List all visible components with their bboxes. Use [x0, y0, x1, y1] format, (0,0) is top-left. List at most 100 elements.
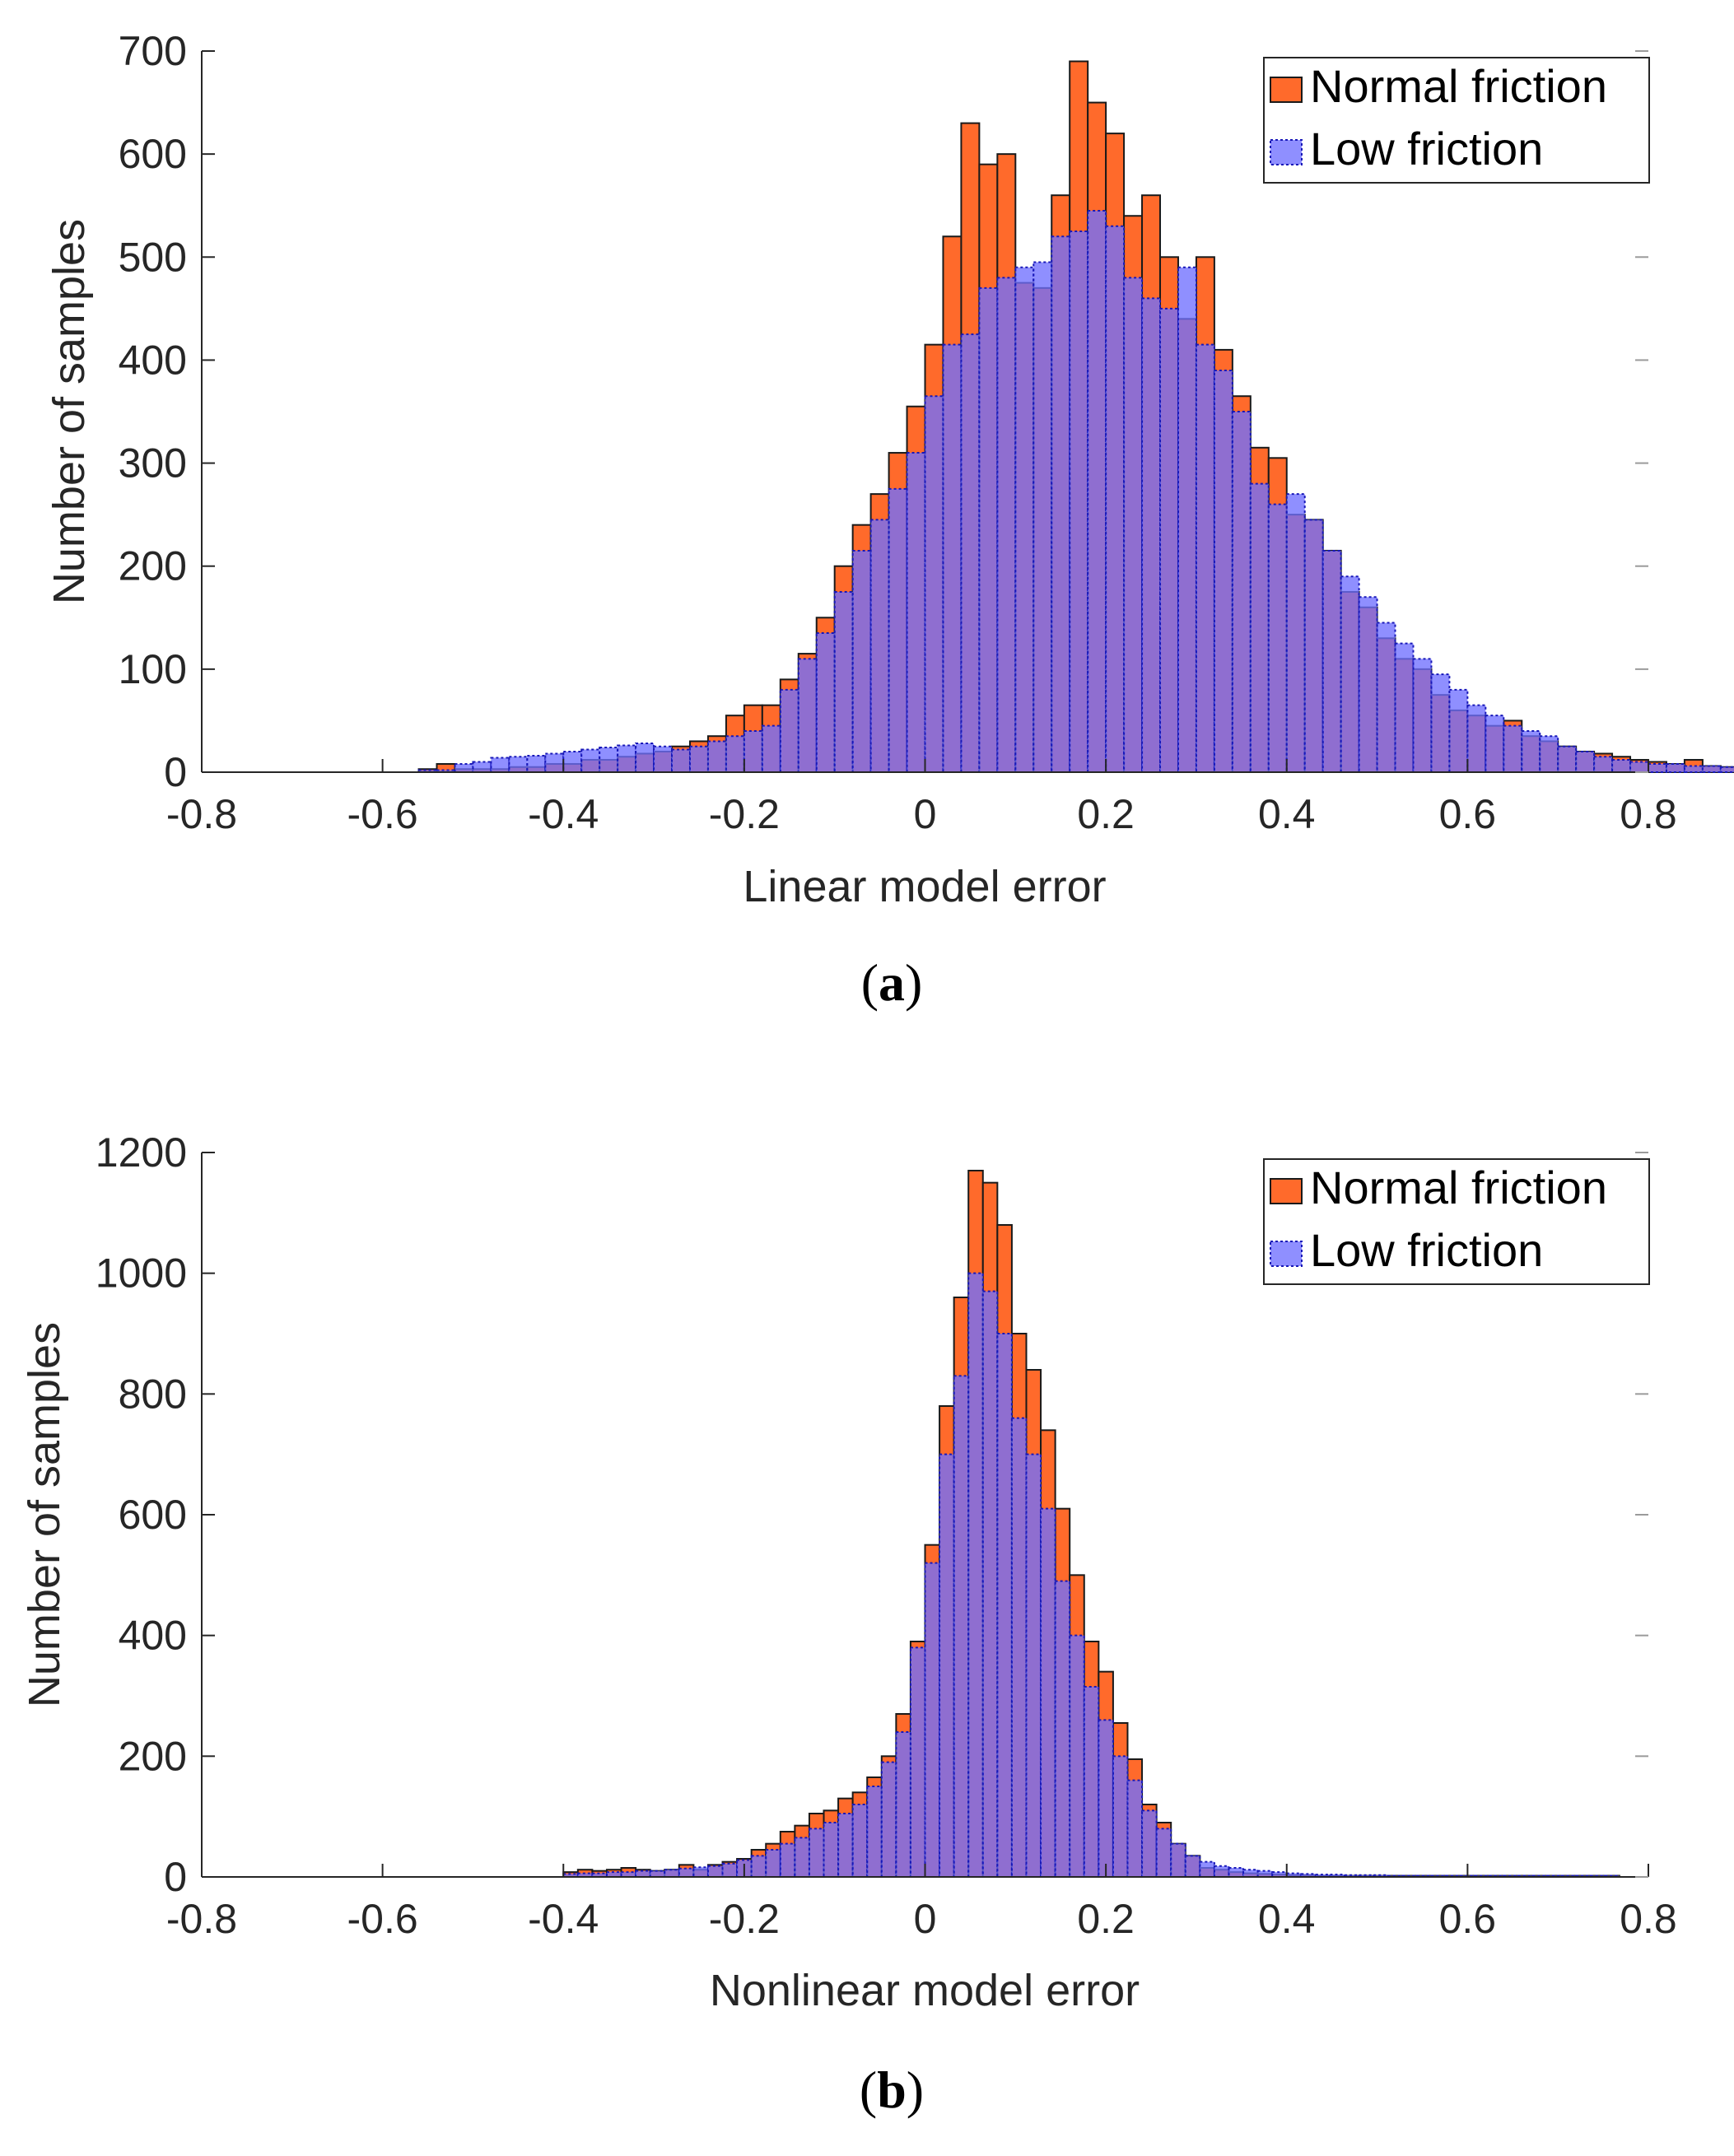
legend-box	[1263, 1158, 1650, 1285]
low-friction-bar	[617, 744, 637, 773]
caption-a: (a)	[861, 953, 923, 1012]
bars-group-b	[562, 1170, 1620, 1879]
low-friction-bar	[649, 1870, 666, 1879]
x-tick-label: -0.4	[528, 791, 599, 837]
legend-swatch-low-friction	[1270, 1241, 1303, 1267]
x-tick-label: 0.2	[1077, 1896, 1135, 1942]
x-tick-label: -0.4	[528, 1896, 599, 1942]
low-friction-bar	[1032, 261, 1053, 773]
chart-panel-b: -0.8 -0.6 -0.4 -0.2 0 0.2 0.4 0.6 0.8 0 200 400 600 8…	[20, 1129, 1677, 2119]
low-friction-bar	[869, 519, 890, 774]
low-friction-bar	[743, 729, 763, 774]
low-friction-bar	[1123, 277, 1144, 774]
low-friction-bar	[1376, 622, 1396, 773]
low-friction-bar	[1242, 1869, 1259, 1878]
low-friction-bar	[1321, 549, 1342, 773]
low-friction-bar	[1051, 235, 1071, 773]
low-friction-bar	[1213, 369, 1233, 773]
low-friction-bar	[1010, 1417, 1028, 1878]
y-tick-label: 600	[119, 1492, 187, 1538]
low-friction-bar	[653, 745, 674, 774]
low-friction-bar	[1485, 715, 1505, 774]
low-friction-bar	[1141, 1809, 1158, 1878]
low-friction-bar	[1249, 482, 1270, 773]
low-friction-bar	[906, 452, 926, 773]
low-friction-bar	[1539, 735, 1559, 774]
low-friction-bar	[909, 1646, 926, 1879]
low-friction-bar	[837, 1813, 854, 1878]
low-friction-bar	[678, 1867, 695, 1879]
low-friction-bar	[1611, 758, 1632, 773]
x-tick-label: -0.2	[709, 1896, 780, 1942]
low-friction-bar	[1719, 766, 1734, 774]
x-tick-label: -0.2	[709, 791, 780, 837]
low-friction-bar	[1503, 724, 1523, 774]
y-tick-label: 800	[119, 1371, 187, 1417]
low-friction-bar	[978, 286, 999, 774]
low-friction-bar	[851, 549, 872, 773]
low-friction-bar	[562, 750, 583, 774]
low-friction-bar	[417, 769, 438, 773]
x-tick-label: 0.2	[1077, 791, 1135, 837]
low-friction-bar	[750, 1855, 767, 1878]
y-tick-label: 0	[164, 1854, 187, 1900]
y-tick-label: 1200	[96, 1129, 187, 1176]
low-friction-bar	[1141, 297, 1162, 774]
low-friction-bar	[808, 1828, 825, 1878]
low-friction-bar	[1430, 673, 1451, 773]
low-friction-bar	[815, 632, 836, 773]
legend-b: Normal friction Low friction	[1263, 1158, 1650, 1285]
low-friction-bar	[953, 1375, 970, 1879]
low-friction-bar	[1231, 411, 1252, 773]
x-tick-label: 0	[914, 791, 937, 837]
low-friction-bar	[1054, 1580, 1071, 1878]
low-friction-bar	[725, 735, 745, 774]
low-friction-bar	[981, 1290, 999, 1878]
low-friction-bar	[1014, 266, 1035, 773]
low-friction-bar	[880, 1761, 897, 1879]
low-friction-bar	[761, 724, 781, 774]
y-tick-label: 100	[119, 646, 187, 692]
y-axis-label-b: Number of samples	[20, 1322, 69, 1707]
low-friction-bar	[1228, 1867, 1245, 1878]
low-friction-bar	[779, 1842, 796, 1879]
y-tick-label: 200	[119, 543, 187, 589]
legend-label-normal-friction: Normal friction	[1310, 60, 1607, 112]
y-tick-label: 700	[119, 28, 187, 74]
low-friction-bar	[1285, 493, 1306, 773]
y-tick-label: 500	[119, 234, 187, 280]
y-tick-label: 0	[164, 749, 187, 795]
low-friction-bar	[490, 757, 510, 773]
low-friction-bar	[1126, 1779, 1144, 1879]
low-friction-bar	[1105, 225, 1126, 773]
low-friction-bar	[823, 1822, 840, 1878]
x-axis-label-b: Nonlinear model error	[710, 1966, 1140, 2015]
low-friction-bar	[1448, 688, 1469, 774]
low-friction-bar	[1040, 1507, 1056, 1878]
low-friction-bar	[996, 1333, 1013, 1878]
x-tick-label: -0.8	[166, 1896, 237, 1942]
low-friction-bar	[1256, 1870, 1274, 1879]
low-friction-bar	[436, 769, 456, 773]
low-friction-bar	[1394, 642, 1415, 773]
legend-label-normal-friction: Normal friction	[1310, 1162, 1607, 1213]
low-friction-bar	[967, 1272, 984, 1878]
legend-a: Normal friction Low friction	[1263, 57, 1650, 184]
low-friction-bar	[765, 1849, 781, 1878]
low-friction-bar	[1025, 1453, 1042, 1878]
low-friction-bar	[692, 1866, 709, 1878]
low-friction-bar	[1340, 575, 1360, 773]
low-friction-bar	[671, 748, 691, 773]
low-friction-bar	[664, 1869, 680, 1878]
low-friction-bar	[688, 745, 709, 774]
low-friction-bar	[1466, 704, 1487, 774]
axes-a: -0.8 -0.6 -0.4 -0.2 0 0.2 0.4 0.6 0.8 0 100 200 300 4…	[119, 28, 1677, 837]
low-friction-bar	[1098, 1719, 1114, 1878]
low-friction-bar	[851, 1804, 869, 1878]
low-friction-bar	[1155, 1828, 1172, 1878]
low-friction-bar	[1199, 1860, 1215, 1879]
low-friction-bar	[1069, 1634, 1085, 1878]
low-friction-bar	[508, 756, 529, 774]
x-tick-label: 0	[914, 1896, 937, 1942]
low-friction-bar	[895, 1731, 911, 1878]
